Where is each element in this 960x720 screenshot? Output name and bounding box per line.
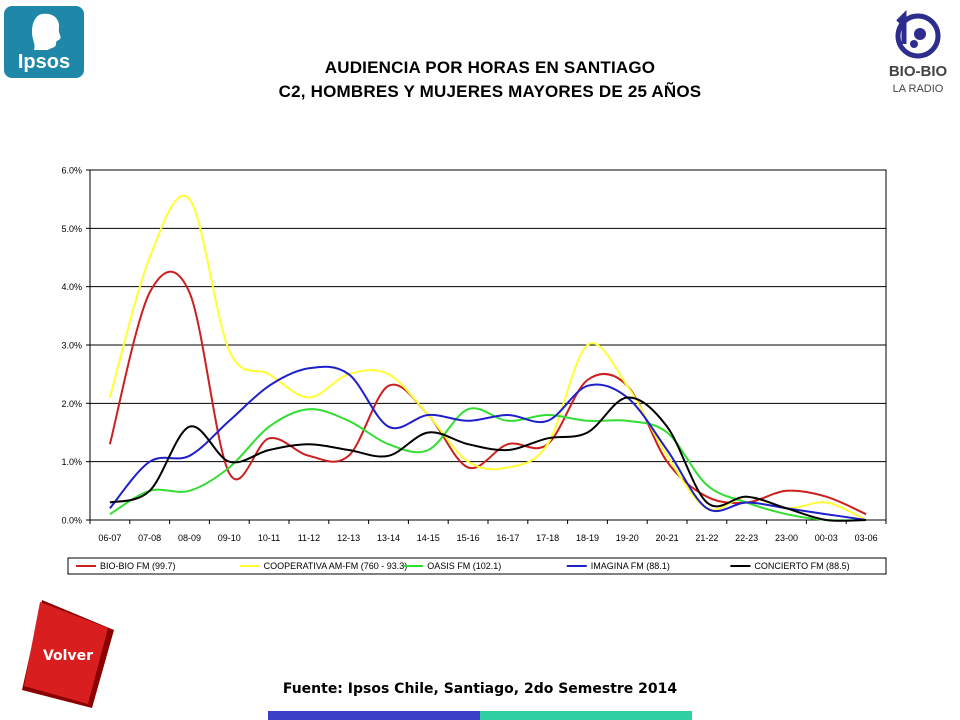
- x-axis-ticks: 06-07 07-08 08-09 09-10 10-11 11-12 12-13 13-14…: [89, 520, 887, 543]
- x-tick-label: 13-14: [377, 533, 400, 543]
- series-line-5: [109, 396, 867, 522]
- x-tick-label: 23-00: [775, 533, 798, 543]
- x-tick-label: 10-11: [258, 533, 280, 543]
- x-tick-label: 21-22: [695, 533, 718, 543]
- volver-label: Volver: [43, 648, 93, 664]
- biobio-logo-subtext: LA RADIO: [893, 83, 944, 95]
- x-tick-label: 20-21: [656, 533, 679, 543]
- volver-face: [24, 602, 108, 704]
- legend: BIO-BIO FM (99.7) COOPERATIVA AM-FM (760 …: [76, 561, 850, 571]
- x-tick-label: 06-07: [98, 533, 121, 543]
- x-tick-label: 07-08: [138, 533, 161, 543]
- ipsos-logo-text: Ipsos: [18, 51, 70, 73]
- series-lines: [108, 195, 867, 522]
- x-tick-label: 16-17: [496, 533, 519, 543]
- x-tick-label: 00-03: [815, 533, 838, 543]
- y-tick-label: 4.0%: [61, 282, 82, 292]
- x-tick-label: 18-19: [576, 533, 599, 543]
- legend-label: BIO-BIO FM (99.7): [100, 561, 176, 571]
- gridlines: [90, 227, 886, 463]
- title-line-2: C2, HOMBRES Y MUJERES MAYORES DE 25 AÑOS: [278, 82, 702, 101]
- y-tick-label: 5.0%: [61, 224, 82, 234]
- profile-silhouette-icon: [32, 13, 61, 51]
- x-tick-label: 22-23: [735, 533, 758, 543]
- legend-box: [67, 557, 887, 575]
- series-line-2: [108, 195, 867, 521]
- x-tick-label: 11-12: [298, 533, 320, 543]
- title-line-1: AUDIENCIA POR HORAS EN SANTIAGO: [324, 58, 656, 77]
- legend-label: COOPERATIVA AM-FM (760 - 93.3): [264, 561, 408, 571]
- x-tick-label: 15-16: [457, 533, 480, 543]
- series-line-3: [109, 407, 867, 522]
- legend-label: CONCIERTO FM (88.5): [754, 561, 849, 571]
- biobio-logo-text: BIO-BIO: [889, 63, 948, 80]
- y-tick-label: 6.0%: [61, 166, 82, 176]
- y-axis-ticks: 0.0% 1.0% 2.0% 3.0% 4.0% 5.0% 6.0%: [61, 166, 90, 526]
- x-tick-label: 03-06: [855, 533, 878, 543]
- biobio-emblem-icon: [895, 9, 941, 59]
- source-note: Fuente: Ipsos Chile, Santiago, 2do Semes…: [282, 681, 678, 697]
- x-tick-label: 14-15: [417, 533, 440, 543]
- legend-label: IMAGINA FM (88.1): [591, 561, 670, 571]
- y-tick-label: 0.0%: [61, 516, 82, 526]
- legend-label: OASIS FM (102.1): [427, 561, 501, 571]
- footer-bar-blue: [268, 711, 480, 720]
- x-tick-label: 09-10: [218, 533, 241, 543]
- footer-bar-teal: [480, 711, 692, 720]
- y-tick-label: 2.0%: [61, 399, 82, 409]
- chart-title: AUDIENCIA POR HORAS EN SANTIAGO C2, HOMB…: [150, 56, 830, 104]
- x-tick-label: 19-20: [616, 533, 639, 543]
- x-tick-label: 12-13: [337, 533, 360, 543]
- y-tick-label: 1.0%: [61, 457, 82, 467]
- ipsos-logo: Ipsos: [4, 6, 84, 78]
- series-line-4: [109, 365, 867, 521]
- volver-button[interactable]: Volver: [22, 600, 118, 708]
- x-tick-label: 08-09: [178, 533, 201, 543]
- biobio-logo: BIO-BIO LA RADIO: [889, 9, 948, 95]
- x-tick-label: 17-18: [536, 533, 559, 543]
- y-tick-label: 3.0%: [61, 341, 82, 351]
